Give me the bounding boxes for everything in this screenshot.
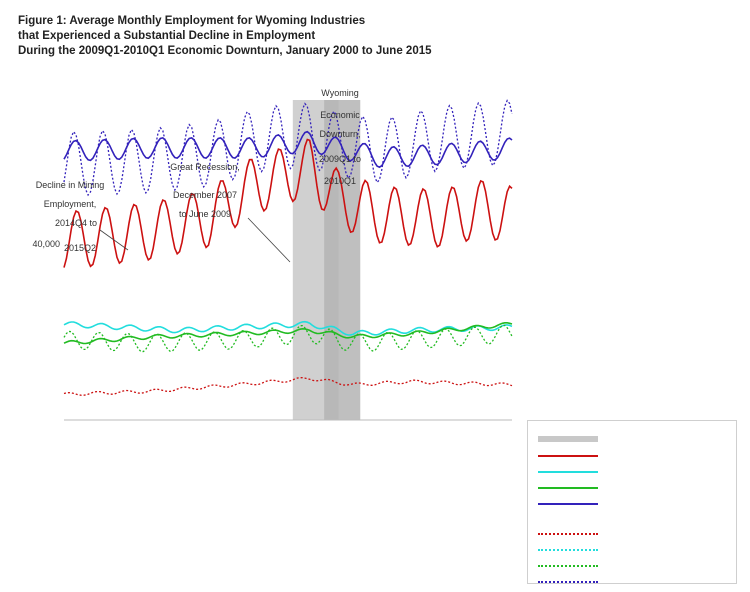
great-recession-label-3: to June 2009 [179, 209, 231, 219]
legend-swatch-band [538, 436, 598, 442]
wy-downturn-label-2: Economic [320, 110, 360, 120]
legend-swatch-cyan-solid [538, 471, 598, 473]
chart-title-line-2: that Experienced a Substantial Decline i… [18, 30, 316, 42]
chart-title: Figure 1: Average Monthly Employment for… [18, 14, 432, 59]
legend-entry [538, 497, 728, 511]
series-line-red-solid [63, 138, 513, 268]
decline-label-1: Decline in Mining [36, 180, 105, 190]
legend-entry [538, 481, 728, 495]
legend-swatch-blue-solid [538, 503, 598, 505]
decline-label-2: Employment, [44, 199, 97, 209]
wy-downturn-label-1: Wyoming [321, 88, 358, 98]
legend-swatch-red-dotted [538, 533, 598, 535]
chart-annotations: Wyoming Economic Downturn, 2009Q1 to 201… [32, 88, 361, 263]
chart-legend [527, 420, 737, 584]
legend-entry [538, 543, 728, 557]
legend-entry [538, 575, 728, 589]
decline-arrow [99, 229, 129, 251]
decline-label-3: 2014Q4 to [55, 218, 97, 228]
legend-swatch-blue-dotted [538, 581, 598, 583]
wy-downturn-label-4: 2009Q1 to [319, 154, 361, 164]
great-recession-label-2: December 2007 [173, 190, 237, 200]
decline-label-4: 2015Q2 [64, 243, 96, 253]
series-lines [63, 99, 513, 396]
legend-swatch-green-solid [538, 487, 598, 489]
series-line-red-dotted [63, 377, 513, 396]
wy-downturn-label-3: Downturn, [319, 129, 360, 139]
series-line-green-dotted [63, 324, 513, 353]
y-tick-label-40000: 40,000 [32, 239, 60, 249]
series-line-green-solid [63, 322, 513, 345]
legend-entry [538, 527, 728, 541]
legend-entry [538, 433, 728, 447]
chart-title-line-3: During the 2009Q1-2010Q1 Economic Downtu… [18, 45, 432, 57]
wy-downturn-label-5: 2010Q1 [324, 176, 356, 186]
great-recession-label-1: Great Recession, [170, 162, 240, 172]
recession-arrow [247, 217, 291, 263]
legend-swatch-red-solid [538, 455, 598, 457]
legend-entry [538, 559, 728, 573]
legend-swatch-cyan-dotted [538, 549, 598, 551]
legend-swatch-green-dotted [538, 565, 598, 567]
chart-title-line-1: Figure 1: Average Monthly Employment for… [18, 15, 366, 27]
legend-entry [538, 449, 728, 463]
legend-entry [538, 465, 728, 479]
legend-entry [538, 513, 728, 527]
